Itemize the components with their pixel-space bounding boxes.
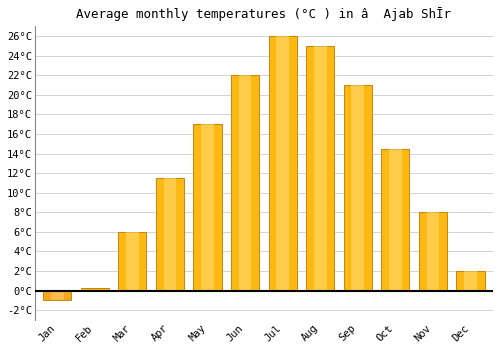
Bar [344,85,372,290]
Bar [268,36,297,290]
Bar [276,36,289,290]
Bar [126,232,138,290]
Bar [419,212,447,290]
Bar [51,290,64,300]
Bar [464,271,477,290]
Title: Average monthly temperatures (°C ) in â  Ajab ShĪr: Average monthly temperatures (°C ) in â … [76,7,452,21]
Bar [194,124,222,290]
Bar [80,288,109,290]
Bar [306,46,334,290]
Bar [156,178,184,290]
Bar [314,46,326,290]
Bar [43,290,72,300]
Bar [231,75,259,290]
Bar [382,149,409,290]
Bar [118,232,146,290]
Bar [389,149,402,290]
Bar [164,178,176,290]
Bar [456,271,484,290]
Bar [239,75,252,290]
Bar [426,212,440,290]
Bar [352,85,364,290]
Bar [201,124,214,290]
